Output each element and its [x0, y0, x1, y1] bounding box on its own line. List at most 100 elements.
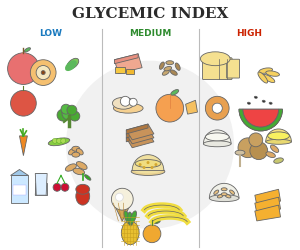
Polygon shape [114, 54, 138, 64]
Ellipse shape [131, 168, 165, 175]
Ellipse shape [72, 146, 80, 151]
Circle shape [238, 138, 258, 158]
Circle shape [249, 133, 263, 147]
Ellipse shape [72, 152, 80, 157]
Circle shape [41, 70, 45, 74]
Circle shape [67, 105, 77, 115]
Ellipse shape [221, 188, 227, 191]
Circle shape [206, 96, 229, 120]
Ellipse shape [271, 145, 279, 152]
Polygon shape [255, 205, 280, 221]
Ellipse shape [266, 71, 280, 76]
Polygon shape [126, 128, 148, 138]
Ellipse shape [262, 100, 265, 102]
Circle shape [250, 142, 268, 160]
Polygon shape [35, 174, 47, 195]
Polygon shape [126, 132, 148, 142]
Ellipse shape [85, 175, 91, 180]
Ellipse shape [214, 190, 219, 194]
Circle shape [111, 188, 133, 210]
Ellipse shape [221, 193, 227, 196]
Ellipse shape [154, 220, 160, 224]
Ellipse shape [24, 48, 31, 52]
FancyBboxPatch shape [226, 59, 239, 78]
Polygon shape [186, 100, 197, 114]
Polygon shape [20, 136, 27, 156]
Polygon shape [255, 189, 280, 205]
Ellipse shape [65, 164, 76, 171]
Ellipse shape [203, 141, 231, 147]
Circle shape [143, 225, 161, 243]
FancyBboxPatch shape [202, 58, 232, 80]
Circle shape [120, 96, 130, 106]
Circle shape [151, 166, 154, 169]
Ellipse shape [274, 158, 284, 163]
Circle shape [61, 183, 69, 191]
Circle shape [156, 94, 184, 122]
Ellipse shape [73, 168, 85, 175]
Ellipse shape [266, 139, 291, 144]
Circle shape [8, 53, 39, 84]
Ellipse shape [258, 72, 268, 83]
Wedge shape [243, 109, 279, 127]
Ellipse shape [48, 138, 70, 146]
Ellipse shape [68, 148, 75, 155]
Ellipse shape [113, 103, 143, 113]
Wedge shape [239, 109, 283, 131]
Ellipse shape [206, 133, 229, 141]
Ellipse shape [128, 212, 133, 226]
Ellipse shape [135, 160, 161, 168]
Polygon shape [114, 54, 142, 74]
Wedge shape [203, 130, 231, 144]
Ellipse shape [166, 61, 174, 65]
Ellipse shape [130, 211, 136, 224]
Ellipse shape [112, 97, 134, 109]
Ellipse shape [262, 74, 275, 82]
Text: HIGH: HIGH [236, 28, 262, 38]
Wedge shape [132, 155, 164, 170]
Circle shape [146, 161, 149, 164]
Polygon shape [255, 197, 280, 213]
Circle shape [52, 138, 57, 143]
Circle shape [11, 90, 36, 116]
Ellipse shape [76, 184, 90, 194]
Polygon shape [126, 124, 148, 134]
Wedge shape [209, 183, 239, 198]
Ellipse shape [209, 195, 239, 202]
Circle shape [57, 109, 69, 121]
Wedge shape [266, 129, 291, 142]
Ellipse shape [162, 70, 169, 75]
Circle shape [212, 103, 222, 113]
Ellipse shape [121, 221, 139, 245]
Text: LOW: LOW [40, 28, 63, 38]
Ellipse shape [259, 68, 272, 73]
Circle shape [53, 183, 61, 191]
Circle shape [62, 106, 76, 120]
Circle shape [61, 138, 66, 143]
Ellipse shape [76, 148, 83, 155]
Polygon shape [35, 174, 47, 195]
Circle shape [36, 66, 50, 80]
Bar [11, 176, 28, 203]
Circle shape [21, 53, 26, 57]
Circle shape [66, 61, 234, 229]
Circle shape [61, 104, 71, 114]
Ellipse shape [76, 162, 87, 170]
Polygon shape [11, 170, 28, 175]
Bar [116, 67, 125, 72]
Ellipse shape [164, 66, 172, 71]
Ellipse shape [124, 211, 130, 224]
Text: GLYCEMIC INDEX: GLYCEMIC INDEX [72, 7, 228, 21]
Polygon shape [126, 124, 154, 140]
Circle shape [212, 103, 222, 113]
Circle shape [139, 163, 142, 166]
Ellipse shape [159, 62, 164, 69]
Ellipse shape [170, 70, 177, 75]
Circle shape [56, 138, 61, 143]
Ellipse shape [254, 96, 257, 98]
Circle shape [154, 163, 158, 166]
Bar [13, 185, 26, 195]
Circle shape [129, 98, 137, 106]
Ellipse shape [235, 150, 245, 155]
Ellipse shape [266, 152, 275, 158]
